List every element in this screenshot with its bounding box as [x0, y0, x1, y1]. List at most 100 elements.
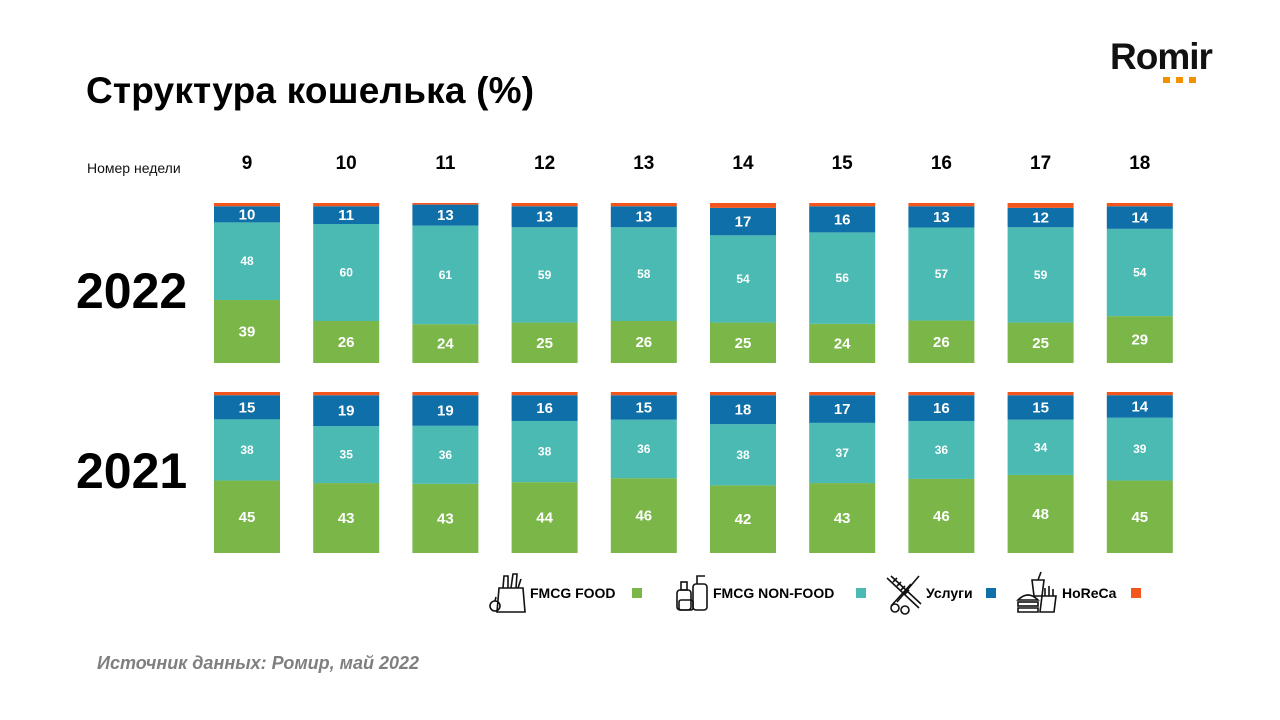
week-tick-label: 17 [1030, 153, 1052, 174]
week-tick-label: 15 [831, 153, 853, 174]
bar-segment-horeca [809, 392, 876, 396]
bar-segment-fmcg_food [214, 480, 280, 553]
bar-segment-fmcg_food [1007, 474, 1074, 553]
bar-segment-fmcg_nonfood [908, 227, 975, 321]
week-tick-label: 9 [241, 153, 253, 174]
bar-segment-fmcg_food [710, 322, 776, 363]
data-label-fmcg_nonfood: 58 [637, 267, 651, 281]
bar-segment-fmcg_nonfood [908, 420, 975, 479]
grocery-bag-icon [489, 573, 526, 613]
week-tick-label: 14 [732, 153, 754, 174]
bar-segment-services [214, 395, 280, 420]
data-label-fmcg_nonfood: 59 [538, 268, 552, 282]
data-label-fmcg_nonfood: 39 [1133, 442, 1147, 456]
bar-segment-horeca [610, 392, 677, 396]
data-label-services: 15 [239, 399, 256, 416]
bar-segment-fmcg_nonfood [511, 227, 578, 323]
bar-segment-fmcg_food [1007, 322, 1074, 363]
bar-segment-services [1106, 206, 1173, 229]
bar-segment-fmcg_food [412, 483, 479, 553]
year-label-2021: 2021 [76, 443, 188, 499]
data-label-fmcg_food: 25 [536, 335, 553, 352]
bar-segment-fmcg_food [908, 478, 975, 553]
data-label-fmcg_nonfood: 56 [836, 271, 850, 285]
bar-segment-fmcg_nonfood [1106, 417, 1173, 481]
bar-segment-services [908, 395, 975, 421]
data-label-fmcg_food: 45 [1131, 509, 1148, 526]
logo-dots-icon [1163, 77, 1203, 83]
bar-segment-horeca [710, 392, 776, 396]
bar-segment-services [1007, 207, 1074, 228]
bar-segment-fmcg_food [313, 483, 380, 553]
bar-segment-fmcg_food [908, 320, 975, 363]
data-label-fmcg_nonfood: 34 [1034, 440, 1048, 454]
data-label-fmcg_nonfood: 38 [240, 443, 254, 457]
bar-segment-horeca [214, 203, 280, 207]
year-label-2022: 2022 [76, 263, 188, 319]
bar-segment-horeca [214, 392, 280, 396]
data-label-fmcg_food: 48 [1032, 506, 1049, 523]
bar-segment-fmcg_food [809, 323, 876, 363]
bar-segment-fmcg_nonfood [610, 227, 677, 321]
data-label-fmcg_nonfood: 37 [836, 446, 850, 460]
data-label-services: 16 [536, 400, 553, 417]
bar-segment-fmcg_food [710, 485, 776, 553]
bar-segment-fmcg_nonfood [412, 425, 479, 484]
data-label-services: 15 [1032, 399, 1049, 416]
bar-segment-services [412, 204, 479, 226]
legend-label-fmcg-food: FMCG FOOD [530, 585, 616, 601]
bar-segment-services [809, 395, 876, 423]
bar-segment-horeca [1007, 203, 1074, 208]
data-label-fmcg_nonfood: 54 [1133, 265, 1147, 279]
bar-segment-horeca [313, 203, 380, 207]
data-label-fmcg_food: 29 [1131, 332, 1148, 349]
bar-segment-fmcg_nonfood [214, 222, 280, 300]
data-label-fmcg_food: 25 [1032, 335, 1049, 352]
data-label-fmcg_nonfood: 59 [1034, 268, 1048, 282]
data-label-services: 17 [834, 401, 851, 418]
bar-segment-fmcg_nonfood [214, 419, 280, 481]
data-label-fmcg_food: 44 [536, 510, 553, 527]
data-label-services: 17 [735, 214, 752, 231]
bar-segment-fmcg_nonfood [313, 426, 380, 484]
bar-segment-fmcg_food [412, 324, 479, 363]
romir-logo: Romir [1110, 36, 1213, 77]
legend-label-services: Услуги [926, 585, 973, 601]
data-label-fmcg_food: 39 [239, 323, 256, 340]
bar-segment-fmcg_nonfood [610, 419, 677, 479]
bar-segment-horeca [1106, 203, 1173, 207]
week-tick-label: 10 [335, 153, 357, 174]
bar-segment-services [610, 206, 677, 228]
legend-label-horeca: HoReCa [1062, 585, 1117, 601]
bar-segment-fmcg_nonfood [710, 424, 776, 486]
bar-segment-horeca [1007, 392, 1074, 396]
data-label-fmcg_food: 42 [735, 511, 752, 528]
bar-segment-fmcg_food [1106, 480, 1173, 553]
scissors-comb-icon [886, 575, 922, 615]
data-label-services: 14 [1131, 398, 1148, 415]
data-label-services: 19 [437, 403, 454, 420]
data-label-fmcg_nonfood: 48 [240, 254, 254, 268]
data-label-fmcg_food: 24 [834, 335, 851, 352]
source-note: Источник данных: Ромир, май 2022 [97, 653, 420, 673]
bar-segment-fmcg_food [809, 483, 876, 553]
data-label-services: 11 [338, 207, 354, 224]
data-label-fmcg_food: 46 [635, 508, 652, 525]
legend-label-fmcg-nonfood: FMCG NON-FOOD [713, 585, 835, 601]
data-label-fmcg_food: 26 [933, 334, 950, 351]
legend-swatch-horeca [1131, 588, 1141, 598]
data-label-fmcg_nonfood: 38 [736, 448, 750, 462]
bar-segment-horeca [908, 203, 975, 207]
data-label-services: 12 [1032, 210, 1049, 227]
bar-segment-horeca [1106, 392, 1173, 396]
bar-segment-services [214, 206, 280, 223]
bar-segment-fmcg_food [214, 299, 280, 363]
bar-segment-services [610, 395, 677, 420]
bar-segment-fmcg_food [511, 322, 578, 363]
bar-segment-fmcg_nonfood [511, 420, 578, 483]
bar-segment-horeca [412, 392, 479, 396]
data-label-fmcg_nonfood: 57 [935, 267, 949, 281]
data-label-services: 16 [933, 400, 950, 417]
week-tick-label: 18 [1129, 153, 1151, 174]
data-label-fmcg_nonfood: 36 [637, 442, 651, 456]
